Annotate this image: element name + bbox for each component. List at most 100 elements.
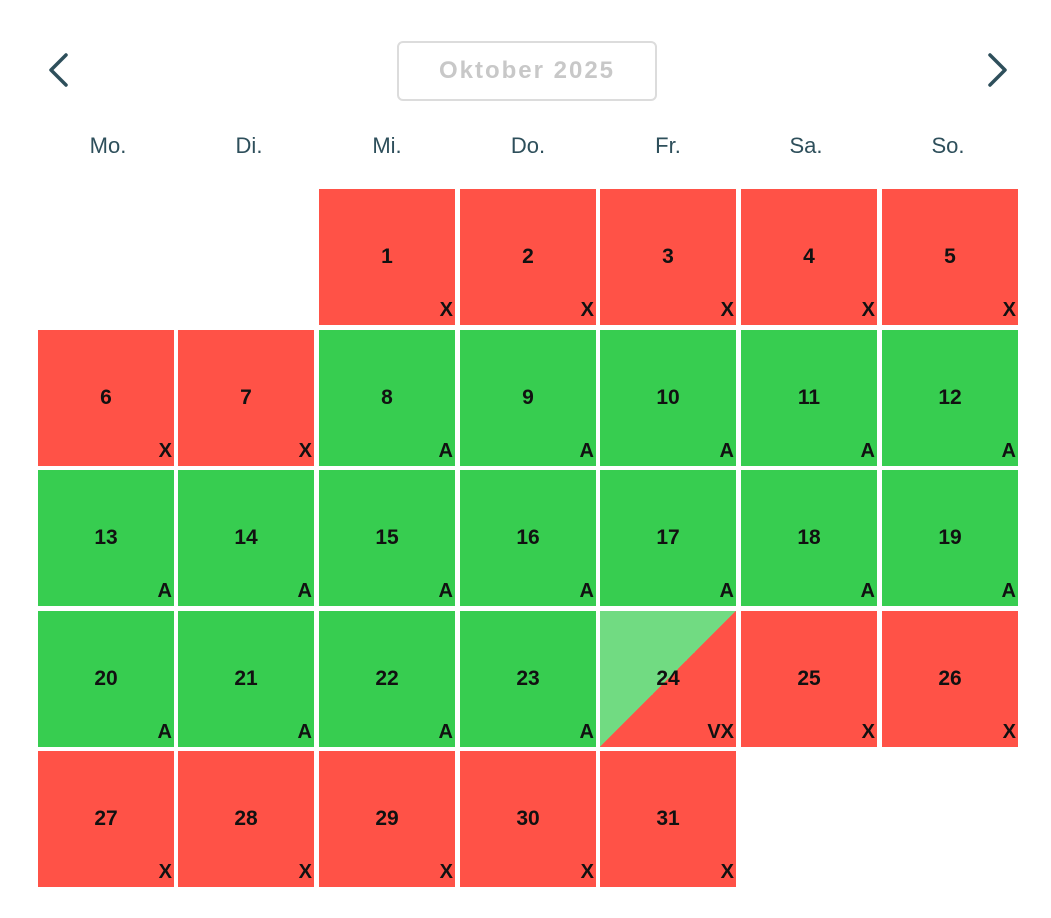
day-status-code: X <box>580 861 594 883</box>
day-status-code: A <box>579 721 594 743</box>
calendar-day[interactable]: 11 A <box>741 330 877 466</box>
day-number: 22 <box>375 667 399 690</box>
calendar-day[interactable]: 15 A <box>319 470 455 606</box>
day-number: 20 <box>94 667 118 690</box>
day-status-code: A <box>438 721 453 743</box>
chevron-right-icon <box>988 53 1007 87</box>
calendar-day[interactable]: 20 A <box>38 611 174 747</box>
day-status-code: A <box>438 580 453 602</box>
day-number: 9 <box>522 386 534 409</box>
day-number: 24 <box>656 667 680 690</box>
day-status-code: A <box>579 580 594 602</box>
calendar-day[interactable]: 30 X <box>460 751 596 887</box>
day-status-code: A <box>719 440 734 462</box>
day-number: 18 <box>797 526 821 549</box>
day-number: 31 <box>656 807 680 830</box>
day-number: 4 <box>803 245 815 268</box>
calendar-day[interactable]: 10 A <box>600 330 736 466</box>
calendar-day[interactable]: 22 A <box>319 611 455 747</box>
calendar-day[interactable]: 12 A <box>882 330 1018 466</box>
next-month-button[interactable] <box>980 50 1016 90</box>
day-status-code: A <box>579 440 594 462</box>
day-number: 6 <box>100 386 112 409</box>
day-number: 14 <box>234 526 258 549</box>
calendar-day[interactable]: 14 A <box>178 470 314 606</box>
calendar-day[interactable]: 21 A <box>178 611 314 747</box>
day-number: 5 <box>944 245 956 268</box>
day-number: 28 <box>234 807 258 830</box>
day-status-code: X <box>1002 721 1016 743</box>
weekday-thu: Do. <box>510 133 546 158</box>
chevron-left-icon <box>49 53 68 87</box>
weekday-sat: Sa. <box>789 133 823 158</box>
day-number: 16 <box>516 526 540 549</box>
day-status-code: X <box>298 861 312 883</box>
day-status-code: A <box>157 580 172 602</box>
weekday-mon: Mo. <box>89 133 127 158</box>
calendar-day[interactable]: 16 A <box>460 470 596 606</box>
day-status-code: A <box>157 721 172 743</box>
weekday-header-row: Mo. Di. Mi. Do. Fr. Sa. So. <box>38 128 1020 164</box>
day-number: 25 <box>797 667 821 690</box>
day-status-code: X <box>158 440 172 462</box>
day-status-code: X <box>298 440 312 462</box>
day-status-code: A <box>719 580 734 602</box>
day-number: 11 <box>797 386 821 409</box>
day-status-code: X <box>439 861 453 883</box>
day-status-code: X <box>861 299 875 321</box>
calendar-day[interactable]: 27 X <box>38 751 174 887</box>
calendar-day[interactable]: 26 X <box>882 611 1018 747</box>
calendar-day[interactable]: 28 X <box>178 751 314 887</box>
day-status-code: A <box>860 440 875 462</box>
weekday-wed: Mi. <box>372 133 402 158</box>
day-number: 17 <box>656 526 680 549</box>
calendar-grid: 1 X 2 X 3 X 4 X 5 X 6 X 7 X 8 A 9 A 10 A 11 A 12 A 13 A 14 A 15 A 16 A 1… <box>38 189 1020 889</box>
day-number: 19 <box>938 526 962 549</box>
day-number: 7 <box>240 386 252 409</box>
calendar-day[interactable]: 31 X <box>600 751 736 887</box>
day-number: 3 <box>662 245 674 268</box>
weekday-sun: So. <box>931 133 965 158</box>
day-status-code: A <box>297 721 312 743</box>
day-number: 10 <box>656 386 680 409</box>
day-number: 2 <box>522 245 534 268</box>
calendar-day[interactable]: 23 A <box>460 611 596 747</box>
day-status-code: VX <box>707 721 734 743</box>
day-status-code: X <box>720 299 734 321</box>
day-status-code: A <box>297 580 312 602</box>
day-number: 12 <box>938 386 962 409</box>
day-status-code: A <box>860 580 875 602</box>
day-status-code: A <box>1001 580 1016 602</box>
calendar-day[interactable]: 13 A <box>38 470 174 606</box>
day-number: 21 <box>234 667 258 690</box>
prev-month-button[interactable] <box>40 50 76 90</box>
calendar-day[interactable]: 29 X <box>319 751 455 887</box>
day-number: 13 <box>94 526 118 549</box>
day-status-code: X <box>720 861 734 883</box>
day-number: 23 <box>516 667 540 690</box>
calendar-day[interactable]: 25 X <box>741 611 877 747</box>
day-number: 29 <box>375 807 399 830</box>
calendar-day[interactable]: 18 A <box>741 470 877 606</box>
day-status-code: X <box>861 721 875 743</box>
month-title[interactable]: Oktober 2025 <box>397 41 657 101</box>
weekday-fri: Fr. <box>655 133 681 158</box>
calendar-day[interactable]: 17 A <box>600 470 736 606</box>
day-number: 30 <box>516 807 540 830</box>
day-status-code: A <box>438 440 453 462</box>
day-status-code: X <box>1002 299 1016 321</box>
weekday-tue: Di. <box>235 133 263 158</box>
calendar-day[interactable]: 19 A <box>882 470 1018 606</box>
day-status-code: X <box>439 299 453 321</box>
calendar-day[interactable]: 24 VX <box>600 611 736 747</box>
day-status-code: X <box>580 299 594 321</box>
